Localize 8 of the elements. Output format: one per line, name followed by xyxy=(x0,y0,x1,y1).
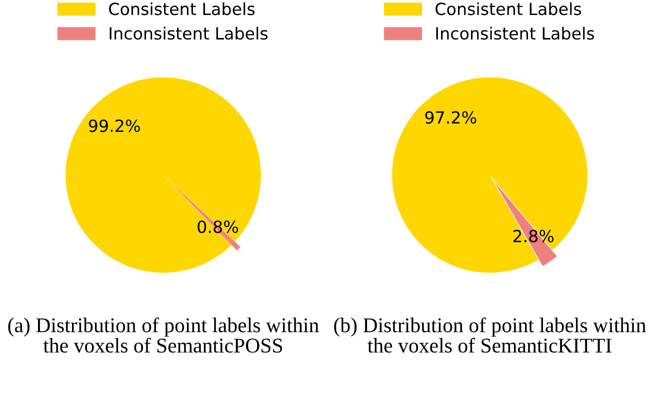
data-label: 99.2% xyxy=(88,119,140,132)
text: (b) Distribution of point labels within the voxels of SemanticKITTI xyxy=(334,317,646,353)
legend-label: Consistent Labels xyxy=(109,2,255,16)
legend-label: Inconsistent Labels xyxy=(436,26,594,40)
legend-label: Consistent Labels xyxy=(436,2,582,16)
text: (a) Distribution of point labels within the voxels of SemanticPOSS xyxy=(8,317,319,353)
legend-label: Inconsistent Labels xyxy=(110,26,268,40)
data-label: 97.2% xyxy=(425,111,476,124)
